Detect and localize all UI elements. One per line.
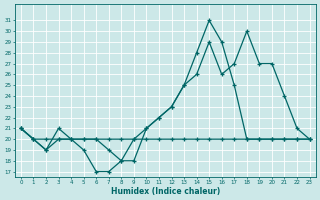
X-axis label: Humidex (Indice chaleur): Humidex (Indice chaleur)	[111, 187, 220, 196]
